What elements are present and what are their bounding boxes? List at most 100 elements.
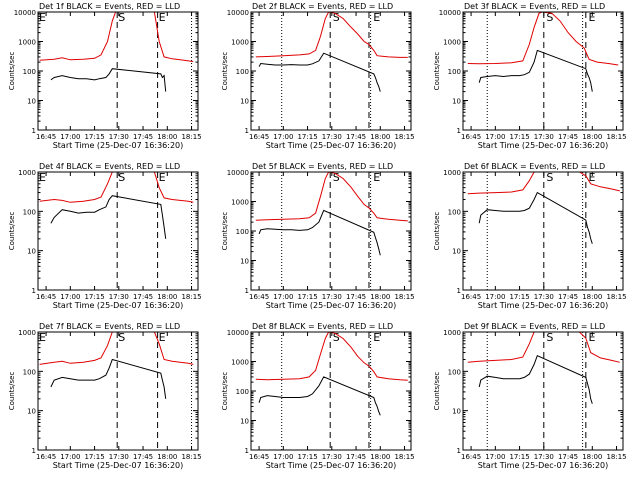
start-marker: S (333, 331, 340, 344)
y-tick-label: 1 (32, 287, 36, 295)
x-axis-label: Start Time (25-Dec-07 16:36:20) (53, 141, 184, 150)
y-axis-label: Counts/sec (221, 372, 229, 411)
lld-series-line (255, 172, 408, 222)
events-series-line (258, 209, 381, 256)
plot-frame (462, 11, 624, 131)
x-tick-label: 17:45 (558, 133, 578, 141)
y-tick-label: 10 (27, 248, 36, 256)
x-tick-label: 18:15 (394, 133, 414, 141)
x-tick-label: 16:45 (36, 293, 56, 301)
y-tick-label: 10 (452, 248, 461, 256)
y-tick-label: 100 (23, 368, 36, 376)
end-marker: E (373, 171, 380, 184)
lld-series-line (39, 172, 194, 203)
y-tick-label: 1000 (443, 39, 461, 47)
x-tick-label: 18:00 (157, 133, 177, 141)
y-tick-label: 1000 (18, 169, 36, 177)
y-tick-label: 10 (27, 98, 36, 106)
x-tick-label: 17:30 (322, 453, 342, 461)
y-axis-label: Counts/sec (8, 52, 16, 91)
start-marker: S (333, 11, 340, 24)
x-tick-label: 17:15 (509, 293, 529, 301)
y-axis-label: Counts/sec (8, 372, 16, 411)
plot-frame (37, 331, 199, 451)
x-tick-label: 17:30 (109, 133, 129, 141)
start-marker: S (118, 171, 125, 184)
x-tick-label: 18:00 (582, 453, 602, 461)
x-tick-label: 17:30 (322, 133, 342, 141)
events-series-line (478, 355, 593, 404)
x-tick-label: 17:15 (297, 133, 317, 141)
x-axis-label: Start Time (25-Dec-07 16:36:20) (266, 301, 397, 310)
lld-series-line (255, 332, 408, 381)
x-tick-label: 17:15 (297, 293, 317, 301)
x-tick-label: 17:45 (346, 293, 366, 301)
y-tick-label: 10 (452, 408, 461, 416)
x-tick-label: 16:45 (461, 453, 481, 461)
x-tick-label: 18:15 (181, 133, 201, 141)
x-tick-label: 16:45 (461, 293, 481, 301)
end-marker: E (588, 11, 595, 24)
lld-series-line (39, 332, 194, 365)
end-marker: E (159, 331, 166, 344)
x-tick-label: 18:15 (606, 133, 626, 141)
x-tick-label: 17:45 (558, 453, 578, 461)
y-tick-label: 1 (457, 447, 461, 455)
x-tick-label: 17:00 (485, 293, 505, 301)
x-tick-label: 18:00 (582, 133, 602, 141)
y-axis-label: Counts/sec (433, 372, 441, 411)
panel-title: Det 5f BLACK = Events, RED = LLD (252, 162, 393, 171)
y-axis-label: Counts/sec (433, 52, 441, 91)
y-tick-label: 1 (32, 447, 36, 455)
x-tick-label: 17:45 (346, 133, 366, 141)
start-marker: S (333, 171, 340, 184)
y-axis-label: Counts/sec (221, 212, 229, 251)
x-tick-label: 18:00 (370, 453, 390, 461)
y-tick-label: 100 (448, 368, 461, 376)
end-marker: E (159, 11, 166, 24)
x-tick-label: 17:00 (60, 453, 80, 461)
x-tick-label: 17:30 (534, 133, 554, 141)
y-tick-label: 1 (457, 287, 461, 295)
events-series-line (478, 191, 593, 244)
y-tick-label: 10000 (439, 9, 461, 17)
y-tick-label: 100 (23, 68, 36, 76)
y-tick-label: 10 (452, 98, 461, 106)
end-marker: E (39, 11, 46, 24)
x-tick-label: 17:00 (273, 133, 293, 141)
x-tick-label: 16:45 (36, 453, 56, 461)
plot-frame (250, 331, 412, 451)
y-tick-label: 10 (27, 408, 36, 416)
y-tick-label: 100 (448, 208, 461, 216)
y-tick-label: 1000 (231, 359, 249, 367)
y-tick-label: 100 (448, 68, 461, 76)
x-axis-label: Start Time (25-Dec-07 16:36:20) (266, 141, 397, 150)
plot-frame (462, 171, 624, 291)
x-tick-label: 18:00 (370, 133, 390, 141)
y-tick-label: 10000 (227, 9, 249, 17)
x-tick-label: 18:00 (582, 293, 602, 301)
y-tick-label: 1000 (443, 169, 461, 177)
end-marker: E (373, 11, 380, 24)
x-tick-label: 17:00 (60, 133, 80, 141)
x-tick-label: 18:15 (181, 293, 201, 301)
lld-series-line (467, 172, 620, 195)
x-tick-label: 16:45 (249, 453, 269, 461)
end-marker: E (373, 331, 380, 344)
y-axis-label: Counts/sec (8, 212, 16, 251)
x-tick-label: 17:15 (84, 133, 104, 141)
y-tick-label: 100 (236, 388, 249, 396)
x-tick-label: 17:15 (509, 133, 529, 141)
x-tick-label: 17:30 (534, 293, 554, 301)
y-tick-label: 1000 (231, 39, 249, 47)
x-tick-label: 16:45 (461, 133, 481, 141)
x-tick-label: 17:30 (109, 293, 129, 301)
y-tick-label: 1 (32, 127, 36, 135)
start-marker: S (546, 331, 553, 344)
panel-title: Det 8f BLACK = Events, RED = LLD (252, 322, 393, 331)
